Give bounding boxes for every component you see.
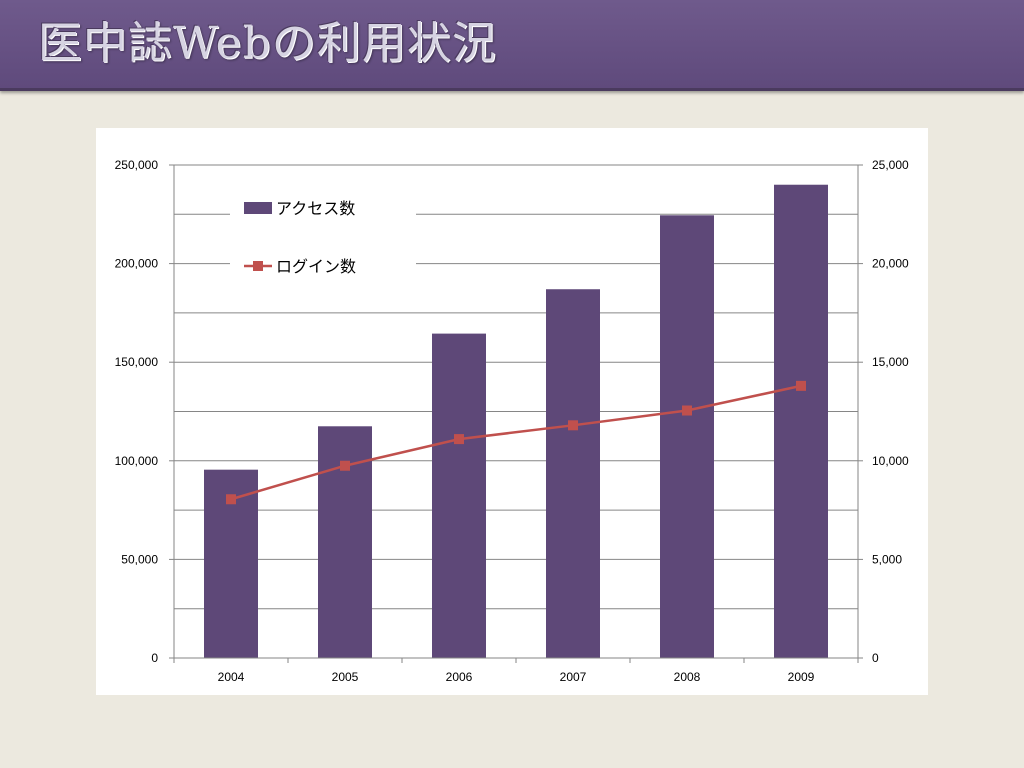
x-tick-label: 2005: [332, 670, 359, 684]
left-tick-label: 200,000: [115, 257, 159, 271]
x-tick-label: 2004: [218, 670, 245, 684]
legend-label-login: ログイン数: [276, 257, 356, 276]
chart-panel: 0 50,000 100,000 150,000 200,000 250,000 0 5,00…: [96, 128, 928, 695]
bar-2007: [546, 289, 600, 658]
right-tick-label: 0: [872, 651, 879, 665]
left-tick-label: 50,000: [121, 552, 158, 566]
legend-swatch-bar: [244, 202, 272, 214]
right-tick-label: 5,000: [872, 552, 902, 566]
legend-swatch-marker: [253, 261, 263, 271]
login-point-2007: [568, 420, 578, 431]
bar-2006: [432, 333, 486, 658]
login-point-2005: [340, 460, 350, 471]
slide-title: 医中誌Webの利用状況: [38, 18, 497, 69]
left-tick-label: 100,000: [115, 454, 159, 468]
left-tick-label: 150,000: [115, 355, 159, 369]
bar-2008: [660, 215, 714, 658]
login-point-2009: [796, 380, 806, 391]
combo-chart: 0 50,000 100,000 150,000 200,000 250,000 0 5,00…: [115, 158, 909, 684]
x-tick-label: 2009: [788, 670, 815, 684]
left-tick-label: 250,000: [115, 158, 159, 172]
right-tick-label: 15,000: [872, 355, 909, 369]
bar-2009: [774, 184, 828, 658]
login-point-2004: [226, 494, 236, 505]
right-tick-label: 20,000: [872, 257, 909, 271]
login-line: [230, 384, 802, 501]
x-tick-label: 2007: [560, 670, 587, 684]
x-tick-label: 2008: [674, 670, 701, 684]
right-tick-label: 10,000: [872, 454, 909, 468]
left-tick-label: 0: [151, 651, 158, 665]
x-tick-label: 2006: [446, 670, 473, 684]
legend-label-access: アクセス数: [276, 199, 355, 218]
login-point-2008: [682, 405, 692, 416]
title-bar: 医中誌Webの利用状況: [0, 0, 1024, 91]
login-point-2006: [454, 434, 464, 445]
right-tick-label: 25,000: [872, 158, 909, 172]
